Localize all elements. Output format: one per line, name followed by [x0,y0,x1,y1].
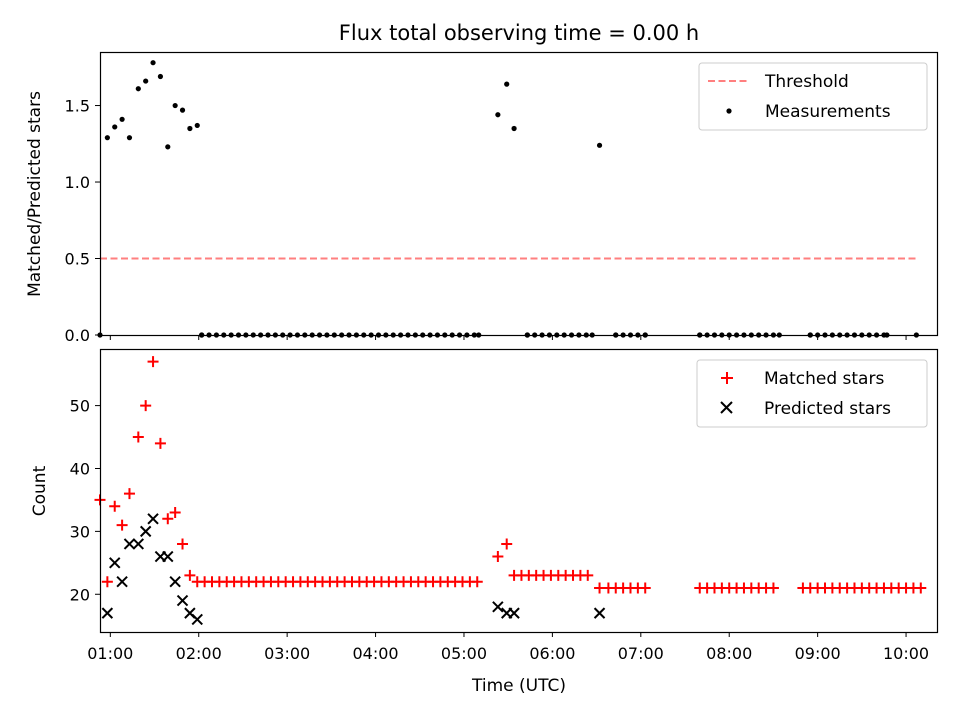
measurement-point [119,116,125,122]
predicted-star-point [508,607,520,619]
x-marker [720,401,733,414]
top-y-tick-label: 0.5 [65,250,90,269]
measurement-point [179,107,186,113]
plus-marker [721,372,733,384]
matched-star-point [109,500,121,512]
matched-star-point [492,551,504,563]
measurement-point [165,144,171,150]
top-axis-ticks: 0.0 0.5 1.0 1.5 [65,97,907,345]
x-tick-label: 09:00 [795,644,841,663]
bottom-legend: Matched stars Predicted stars [696,359,928,428]
matched-star-point [101,576,113,588]
predicted-star-point [132,538,145,550]
top-y-tick-label: 1.0 [65,173,90,192]
bottom-plot-area [94,356,927,626]
matched-star-point [169,507,181,519]
predicted-star-point [191,613,203,626]
measurement-point [511,125,517,132]
measurement-point [504,81,510,87]
matched-legend-swatch [721,372,733,384]
matched-star-point [471,576,483,588]
top-legend: Threshold Measurements [698,62,928,131]
matched-star-point [582,569,594,581]
x-tick-label: 03:00 [264,644,310,663]
matched-legend-label: Matched stars [764,369,884,389]
measurement-point [150,60,156,66]
measurement-point [596,142,603,148]
predicted-star-point [116,575,128,588]
bottom-y-tick-label: 50 [70,397,90,416]
top-axes-frame [99,51,939,337]
bottom-axes-frame [99,348,939,634]
chart-title: Flux total observing time = 0.00 h [339,21,699,45]
measurement-point [157,73,164,80]
top-legend-box [698,62,928,131]
bottom-y-tick-label: 40 [70,459,90,478]
predicted-star-point [162,550,174,563]
x-tick-label: 04:00 [353,644,399,663]
bottom-y-axis-label: Count [30,465,50,516]
matched-star-point [501,538,513,550]
matched-star-point [162,513,174,525]
measurement-point [143,78,149,84]
predicted-star-point [101,607,114,619]
predicted-legend-swatch [720,401,733,414]
predicted-star-point [147,513,159,525]
x-tick-label: 01:00 [87,644,133,663]
matched-star-point [154,437,166,449]
measurements-legend-swatch [726,108,732,114]
measurement-point [187,125,193,132]
matched-star-point [184,569,196,581]
threshold-legend-label: Threshold [764,72,849,92]
top-y-tick-label: 0.0 [65,326,90,345]
bottom-axis-ticks: 20 30 40 50 01:00 02:00 03:00 04:00 05:00 06:00 07… [70,397,929,663]
measurement-point [495,112,501,118]
x-tick-label: 02:00 [176,644,222,663]
measurement-point [126,135,133,141]
matched-star-point [639,582,651,594]
matched-star-point [767,582,779,594]
predicted-star-point [593,607,606,619]
measurement-point [135,86,141,92]
predicted-legend-label: Predicted stars [764,399,891,419]
predicted-star-point [139,525,152,538]
measurement-point [112,124,118,130]
bottom-y-tick-label: 30 [70,522,90,541]
matched-star-point [116,519,128,531]
matched-star-point [147,356,159,368]
matched-star-point [132,431,144,443]
predicted-star-point [123,538,136,550]
x-tick-label: 05:00 [441,644,487,663]
top-y-axis-label: Matched/Predicted stars [25,91,45,297]
matched-star-point [177,538,189,550]
predicted-star-point [169,575,181,588]
measurement-point [194,122,200,129]
bottom-legend-box [696,359,928,428]
top-y-tick-label: 1.5 [65,97,90,116]
x-tick-label: 07:00 [618,644,664,663]
x-tick-label: 10:00 [883,644,929,663]
x-tick-label: 08:00 [706,644,752,663]
matched-star-point [915,582,927,594]
bottom-y-tick-label: 20 [70,585,90,604]
predicted-star-point [176,594,189,607]
predicted-star-point [109,557,121,569]
matched-star-point [140,400,152,412]
x-tick-label: 06:00 [529,644,575,663]
measurement-point [104,135,110,141]
measurement-point [172,102,178,109]
predicted-star-point [492,601,504,613]
measurements-legend-label: Measurements [765,102,891,122]
matched-star-point [123,488,135,500]
x-axis-label: Time (UTC) [471,676,566,696]
